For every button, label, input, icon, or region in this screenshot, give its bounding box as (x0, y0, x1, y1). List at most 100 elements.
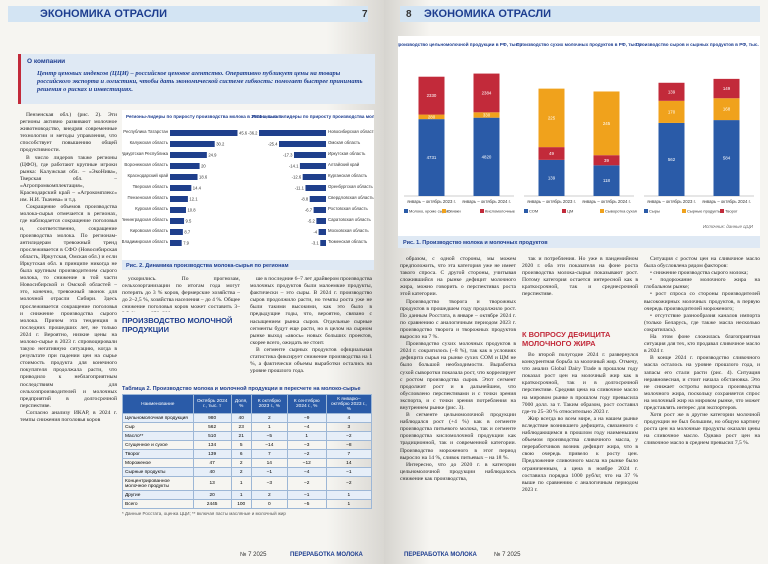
value-label: 584 (723, 156, 731, 161)
cell: −3 (286, 440, 327, 450)
value-label: 30.2 (216, 142, 225, 147)
x-tick-label: январь – октябрь 2024 г. (702, 199, 751, 204)
paragraph: На этом фоне сложилась благоприятная сит… (644, 334, 760, 355)
figure: Рис. 2. Динамика производства молока-сыр… (122, 110, 374, 270)
cell: 3 (325, 422, 373, 432)
cell: 13 (192, 476, 232, 491)
paragraph: • рост спроса со стороны производителей … (644, 291, 760, 312)
page-number: 8 (406, 9, 412, 20)
header-bar (400, 6, 760, 22)
bar-segment (593, 165, 620, 196)
text-column: ше в последние 6–7 лет драйвером произво… (250, 276, 372, 381)
cell: −5 (250, 431, 288, 441)
figure-source: Источник: данные ЦЦИ (703, 224, 754, 229)
row-label: Ростовская область (328, 206, 368, 211)
cell: 20 (192, 490, 232, 500)
cell: Цельномолочная продукция (122, 413, 194, 423)
bar-segment (658, 122, 685, 196)
paragraph: В конце 2024 г. производство сливочного … (644, 355, 760, 411)
cell: 980 (192, 413, 232, 423)
cell: 510 (192, 431, 232, 441)
cell: −1 (325, 467, 373, 477)
bar (320, 240, 326, 246)
legend-swatch (480, 209, 484, 213)
paragraph: так и потребления. Но уже в пандемийном … (522, 256, 638, 298)
about-text: Центр ценовых индексов (ЦЦИ) – российско… (37, 70, 363, 93)
bar (170, 229, 183, 235)
value-label: -4 (313, 230, 317, 235)
value-label: 14.4 (193, 186, 202, 191)
legend-label: Творог (725, 209, 738, 214)
footer-brand: ПЕРЕРАБОТКА МОЛОКА (404, 552, 477, 558)
value-label: 170 (668, 109, 676, 114)
table-row: Всего 2445 100 0 −5 1 (122, 499, 373, 509)
value-label: 7.9 (183, 241, 189, 246)
legend-label: СОМ (529, 209, 538, 214)
paragraph: Пензенская обл.) (рис. 2). Эти регионы а… (20, 112, 117, 154)
paragraph: Интересно, что до 2020 г. в категории це… (400, 461, 516, 482)
row-label: Иркутская область (328, 151, 366, 156)
row-label: Ленинградская область (122, 217, 169, 222)
cell: 134 (192, 440, 232, 450)
cell: 1 (230, 476, 252, 491)
bar-segment (473, 112, 500, 118)
row-label: Саратовская область (328, 217, 371, 222)
row-label: Московская область (328, 228, 369, 233)
cell: 7 (250, 449, 288, 459)
value-label: 225 (548, 115, 556, 120)
cell: 40 (192, 467, 232, 477)
value-label: 168 (723, 107, 731, 112)
column-header: К январю–октябрю 2023 г., % (325, 394, 373, 414)
cell: 1 (250, 422, 288, 432)
value-label: 39 (604, 158, 609, 163)
cell: 14 (325, 458, 373, 468)
paragraph: ше в последние 6–7 лет драйвером произво… (250, 276, 372, 346)
paragraph: • подорожание молочного жира на глобальн… (644, 277, 760, 291)
legend-swatch (644, 209, 648, 213)
paragraph: • снижение производства сырого молока; (650, 270, 748, 277)
value-label: 280 (428, 114, 436, 119)
row-label: Курганская область (328, 173, 368, 178)
bar (316, 218, 326, 224)
heading: ПРОИЗВОДСТВО МОЛОЧНОЙ ПРОДУКЦИИ (122, 316, 233, 334)
value-label: 2384 (482, 90, 492, 95)
bar-segment (538, 88, 565, 148)
text-column: образом, с одной стороны, мы можем предп… (400, 256, 516, 544)
legend-swatch (562, 209, 566, 213)
paragraph: ускорились. По прогнозам, сельхозорганиз… (122, 276, 240, 312)
right-page: 8 ЭКОНОМИКА ОТРАСЛИ Источник: данные ЦЦИ… (384, 0, 768, 564)
legend-label: Молоко, кроме сырого (409, 209, 451, 214)
cell: −12 (286, 458, 327, 468)
cell: −2 (286, 449, 327, 459)
bar (309, 196, 326, 202)
cell: Всего (122, 499, 194, 509)
bar-segment (538, 147, 565, 160)
paragraph: Хотя рост же в другие категории молочной… (644, 412, 760, 447)
value-label: 330 (483, 112, 491, 117)
row-label: Тверская область (133, 184, 169, 189)
legend-swatch (682, 209, 686, 213)
cell: −5 (286, 499, 327, 509)
table-row: Сыр 562 23 1 −4 3 (122, 422, 373, 432)
cell: 23 (230, 422, 252, 432)
cell: 1 (325, 490, 373, 500)
cell: Масло** (122, 431, 194, 441)
cell: 47 (192, 458, 232, 468)
panel-title: Регионы-антилидеры по приросту производс… (252, 114, 374, 119)
bar (170, 174, 198, 180)
legend-swatch (600, 209, 604, 213)
cell: 1 (230, 490, 252, 500)
x-tick-label: январь – октябрь 2024 г. (582, 199, 631, 204)
row-label: Пензенская область (128, 195, 169, 200)
text-column: Ситуация с ростом цен на сливочное масло… (644, 256, 760, 544)
value-label: 20 (201, 164, 206, 169)
cell: −4 (286, 467, 327, 477)
x-tick-label: январь – октябрь 2023 г. (647, 199, 696, 204)
about-box: О компании Центр ценовых индексов (ЦЦИ) … (18, 54, 375, 104)
about-title: О компании (27, 58, 66, 65)
cell: Мороженое (122, 458, 194, 468)
bar-segment (713, 98, 740, 121)
bar (313, 207, 326, 213)
legend-label: Сыры (649, 209, 660, 214)
caption-bg (398, 236, 760, 248)
